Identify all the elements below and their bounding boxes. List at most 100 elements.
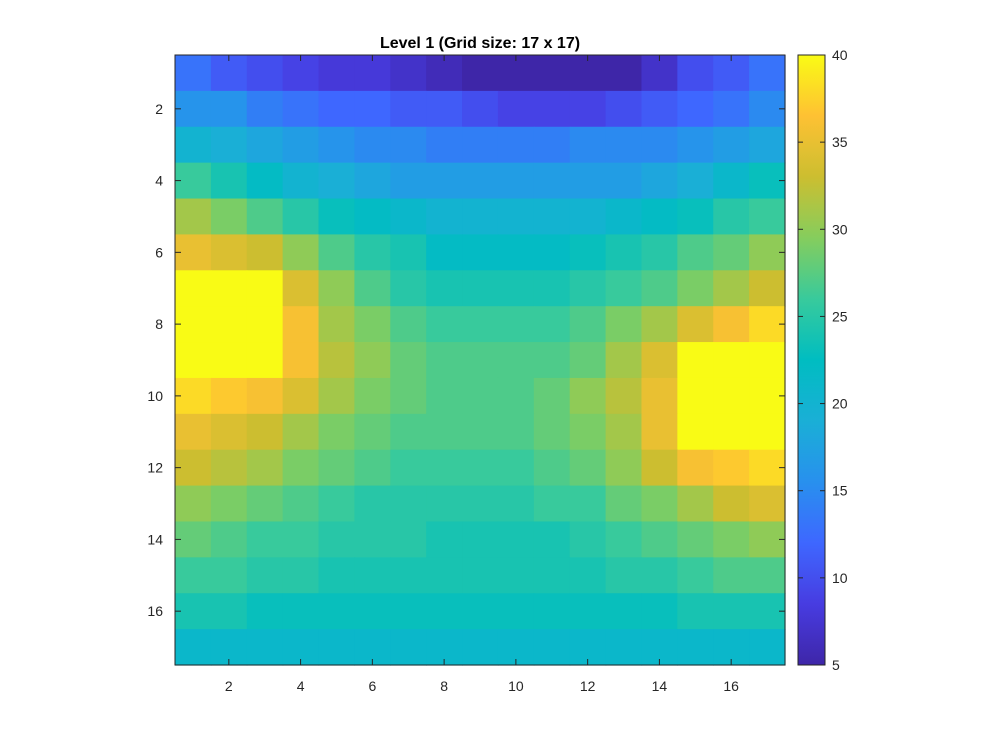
heatmap-cell [246,55,284,92]
heatmap-cell [713,449,750,487]
heatmap-cell [246,629,284,666]
heatmap-cell [354,198,391,236]
heatmap-cell [677,629,714,666]
heatmap-cell [246,90,284,128]
heatmap-cell [390,629,427,666]
heatmap-cell [318,234,356,271]
heatmap-cell [210,55,248,92]
heatmap-cell [713,306,750,343]
heatmap-cell [246,449,284,487]
heatmap-cell [605,342,643,379]
heatmap-cell [462,593,499,630]
heatmap-cell [354,377,391,415]
x-axis-ticks: 2 4 6 8 10 12 14 16 [225,55,739,694]
heatmap-cell [641,557,678,594]
heatmap-cell [569,521,607,558]
heatmap-cell [749,557,786,594]
y-tick-label: 16 [147,603,163,619]
heatmap-cell [282,198,320,236]
heatmap-cell [246,377,284,415]
heatmap-cell [462,557,499,594]
heatmap-cell [318,126,356,164]
y-tick-label: 6 [155,244,163,260]
heatmap-cell [390,306,427,343]
colorbar-tick-label: 30 [832,221,848,237]
heatmap-cells [175,55,786,666]
heatmap-cell [641,234,678,271]
heatmap-cell [462,521,499,558]
heatmap-cell [533,270,571,307]
heatmap-cell [497,593,535,630]
heatmap-cell [533,449,571,487]
heatmap-cell [713,557,750,594]
y-tick-label: 14 [147,531,163,547]
colorbar-tick-label: 40 [832,47,848,63]
heatmap-cell [210,342,248,379]
heatmap-cell [282,593,320,630]
heatmap-cell [354,413,391,451]
heatmap-cell [677,90,714,128]
heatmap-cell [175,377,212,415]
heatmap-cell [462,449,499,487]
x-tick-label: 12 [580,678,596,694]
heatmap-cell [533,413,571,451]
heatmap-cell [677,342,714,379]
heatmap-cell [569,413,607,451]
heatmap-cell [175,593,212,630]
heatmap-cell [497,557,535,594]
heatmap-cell [354,90,391,128]
heatmap-cell [246,521,284,558]
heatmap-cell [426,162,463,200]
heatmap-cell [462,377,499,415]
heatmap-cell [641,377,678,415]
heatmap-cell [497,485,535,523]
heatmap-cell [175,126,212,164]
heatmap-cell [569,342,607,379]
heatmap-cell [677,557,714,594]
heatmap-cell [282,449,320,487]
heatmap-cell [713,162,750,200]
heatmap-cell [533,162,571,200]
heatmap-cell [497,270,535,307]
heatmap-cell [605,234,643,271]
heatmap-cell [497,521,535,558]
heatmap-cell [605,485,643,523]
heatmap-cell [354,342,391,379]
heatmap-cell [677,306,714,343]
heatmap-cell [641,521,678,558]
heatmap-cell [210,593,248,630]
heatmap-cell [641,306,678,343]
heatmap-cell [677,449,714,487]
heatmap-cell [175,449,212,487]
heatmap-cell [246,485,284,523]
heatmap-cell [175,413,212,451]
heatmap-cell [282,521,320,558]
heatmap-cell [605,162,643,200]
heatmap-cell [354,557,391,594]
heatmap-cell [426,342,463,379]
heatmap-cell [462,413,499,451]
heatmap-cell [246,162,284,200]
heatmap-cell [569,234,607,271]
heatmap-cell [533,629,571,666]
heatmap-cell [569,270,607,307]
heatmap-cell [390,90,427,128]
x-tick-label: 4 [297,678,305,694]
heatmap-cell [497,342,535,379]
heatmap-cell [210,413,248,451]
heatmap-cell [426,521,463,558]
heatmap-cell [677,485,714,523]
heatmap-cell [497,377,535,415]
heatmap-cell [426,593,463,630]
heatmap-cell [354,593,391,630]
heatmap-cell [677,593,714,630]
heatmap-cell [641,162,678,200]
heatmap-cell [497,234,535,271]
heatmap-cell [354,270,391,307]
heatmap-cell [318,593,356,630]
heatmap-cell [210,306,248,343]
heatmap-cell [497,126,535,164]
y-tick-label: 8 [155,316,163,332]
heatmap-cell [175,342,212,379]
heatmap-cell [713,593,750,630]
